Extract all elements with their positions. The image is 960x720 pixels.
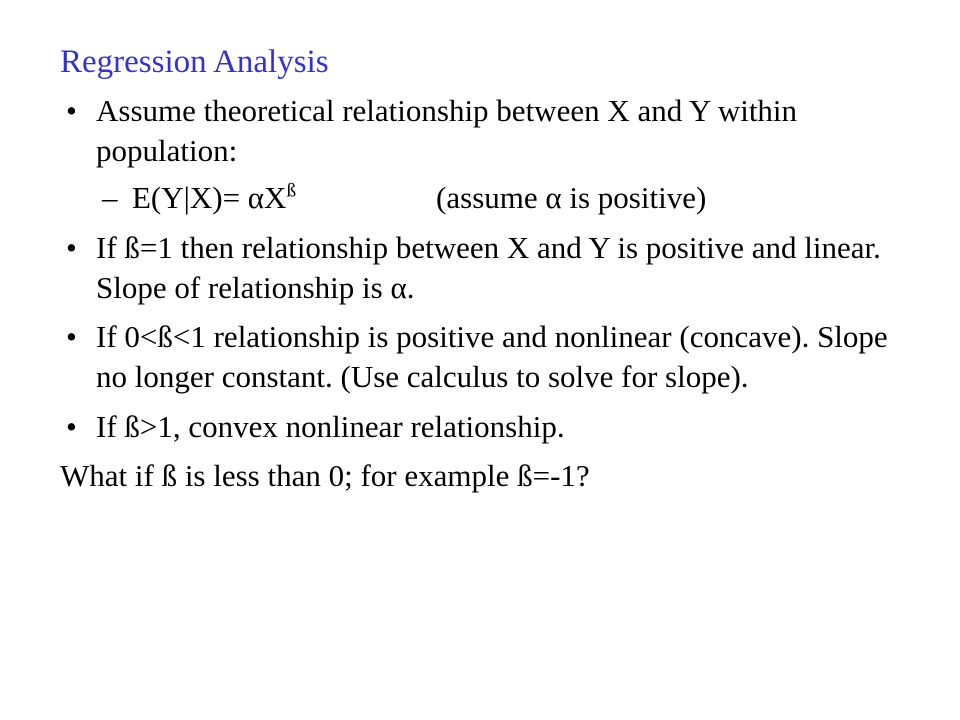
bullet-2: If ß=1 then relationship between X and Y… — [60, 228, 900, 307]
bullet-1: Assume theoretical relationship between … — [60, 91, 900, 218]
equation-pre: E(Y|X)= αX — [132, 180, 286, 215]
bullet-4: If ß>1, convex nonlinear relationship. — [60, 407, 900, 447]
slide: Regression Analysis Assume theoretical r… — [0, 0, 960, 720]
closing-question: What if ß is less than 0; for example ß=… — [60, 456, 900, 496]
equation-exponent: ß — [286, 181, 296, 202]
bullet-1-sublist: E(Y|X)= αXß (assume α is positive) — [96, 178, 900, 218]
bullet-1-sub: E(Y|X)= αXß (assume α is positive) — [96, 178, 900, 218]
bullet-1-text: Assume theoretical relationship between … — [96, 93, 797, 168]
equation-post: (assume α is positive) — [436, 180, 706, 215]
bullet-3: If 0<ß<1 relationship is positive and no… — [60, 317, 900, 396]
slide-title: Regression Analysis — [60, 44, 900, 81]
bullet-list: Assume theoretical relationship between … — [60, 91, 900, 446]
